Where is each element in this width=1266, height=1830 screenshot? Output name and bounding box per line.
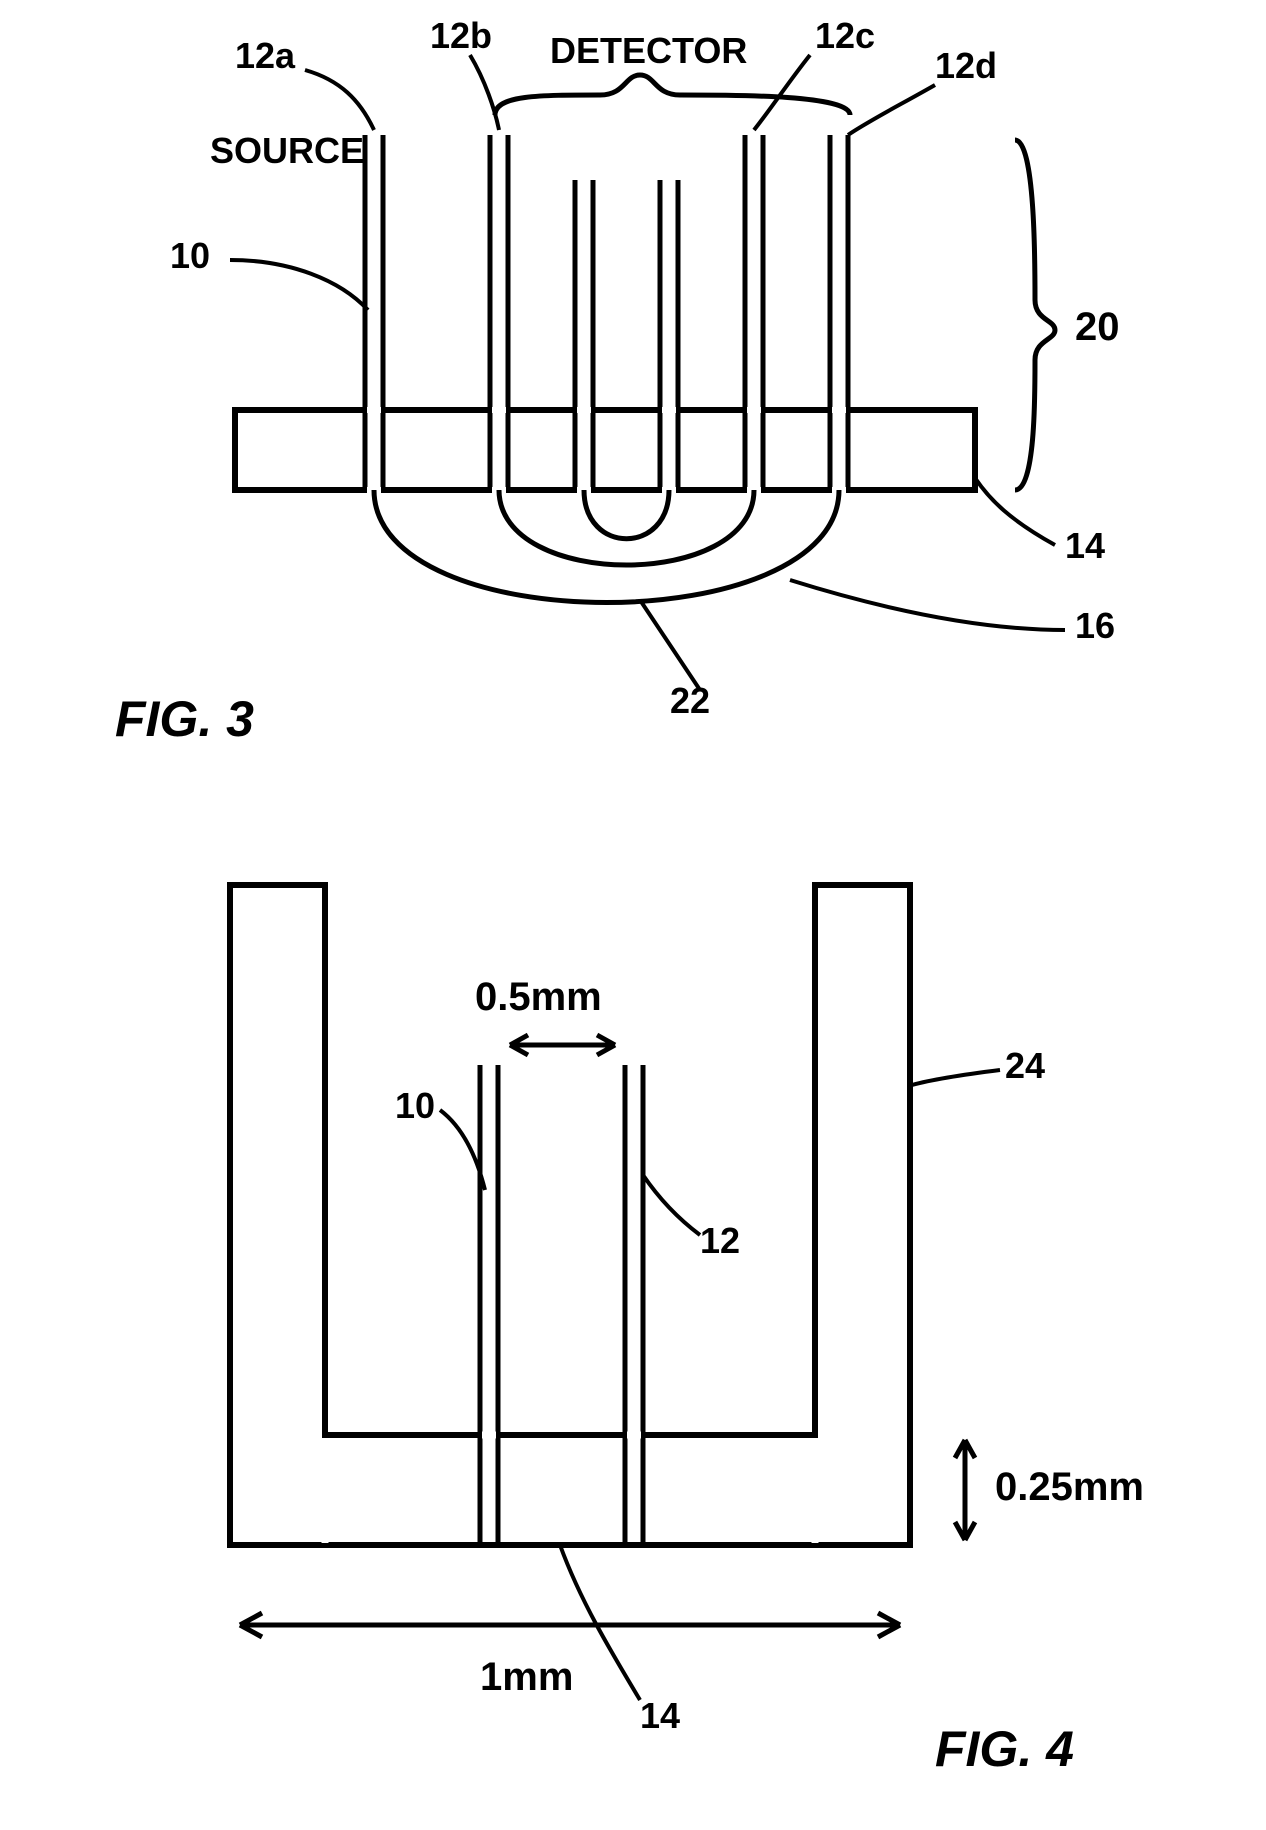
fig3-source-label: SOURCE	[210, 130, 364, 172]
page: SOURCE DETECTOR 12a 12b 12c 12d 10 20 14…	[0, 0, 1266, 1829]
fig3-ref-12c: 12c	[815, 15, 875, 57]
fig4-ref-12: 12	[700, 1220, 740, 1262]
fig3-ref-20: 20	[1075, 305, 1120, 350]
fig3-ref-14: 14	[1065, 525, 1105, 567]
fig3-ref-12a: 12a	[235, 35, 295, 77]
fig4-ref-24: 24	[1005, 1045, 1045, 1087]
fig4-dim-below: 0.25mm	[995, 1465, 1144, 1510]
fig4-dim-width: 1mm	[480, 1655, 573, 1700]
fig3-ref-16: 16	[1075, 605, 1115, 647]
fig4-ref-14: 14	[640, 1695, 680, 1737]
fig4-svg	[0, 830, 1266, 1830]
fig3-title: FIG. 3	[115, 690, 254, 748]
fig4-dim-gap: 0.5mm	[475, 975, 602, 1020]
fig4-title: FIG. 4	[935, 1720, 1074, 1778]
fig4-ref-10: 10	[395, 1085, 435, 1127]
fig3-ref-22: 22	[670, 680, 710, 722]
fig3-svg	[0, 0, 1266, 900]
fig3-ref-12d: 12d	[935, 45, 997, 87]
fig3-ref-10: 10	[170, 235, 210, 277]
fig3-ref-12b: 12b	[430, 15, 492, 57]
fig3-detector-label: DETECTOR	[550, 30, 747, 72]
